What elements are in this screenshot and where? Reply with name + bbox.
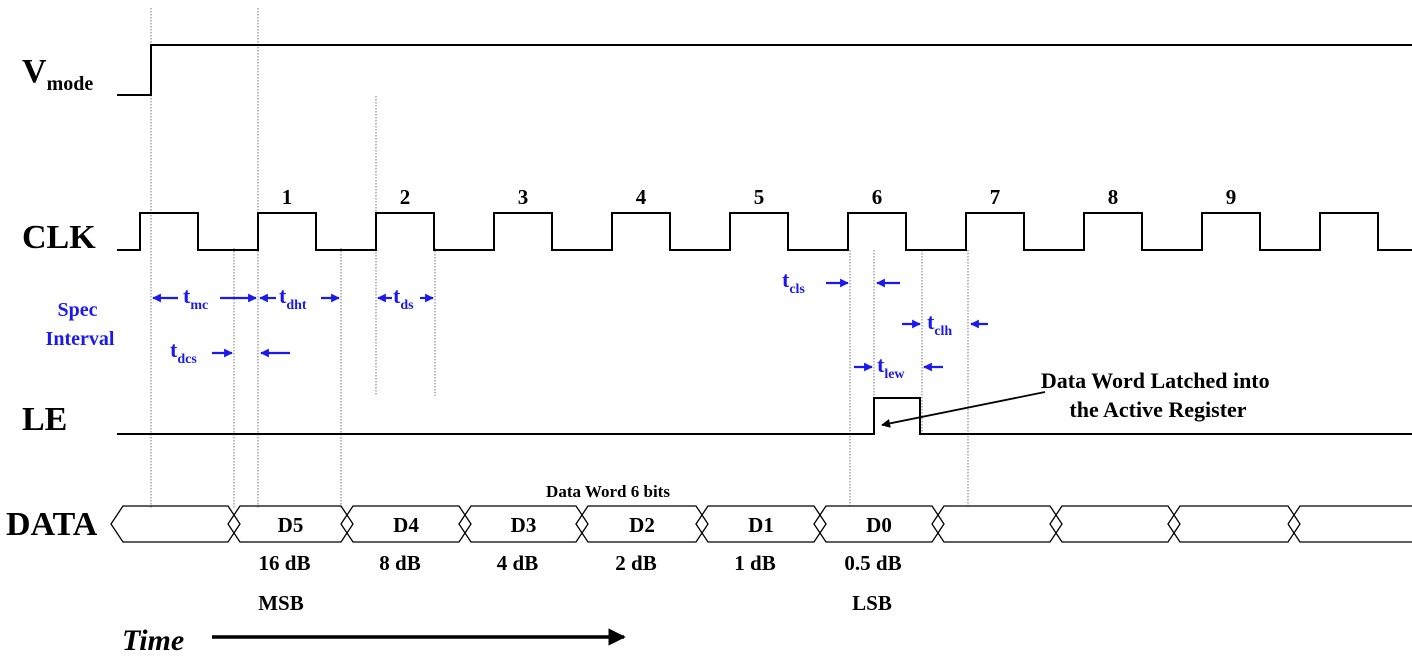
latch-annotation: Data Word Latched into the Active Regist… — [1041, 368, 1275, 422]
data-word-label: Data Word 6 bits — [546, 482, 670, 501]
spec-interval-label: Spec Interval — [46, 299, 115, 350]
data-cell — [227, 505, 354, 543]
clk-waveform — [117, 212, 1412, 251]
clock-number-7: 7 — [990, 185, 1001, 209]
data-bit-d2: D2 — [629, 513, 655, 537]
guide-lines — [150, 8, 969, 508]
clock-number-3: 3 — [518, 185, 529, 209]
tdcs-label: tdcs — [170, 337, 197, 367]
data-cell — [458, 505, 589, 543]
data-bit-weight: 0.5 dB — [844, 551, 901, 575]
tcls-label: tcls — [782, 267, 805, 297]
tds-label: tds — [393, 283, 414, 313]
data-cell — [1049, 505, 1181, 543]
time-label: Time — [122, 624, 184, 657]
data-cell — [575, 505, 709, 543]
data-cell — [1167, 505, 1301, 543]
lsb-label: LSB — [852, 591, 892, 615]
clock-number-9: 9 — [1226, 185, 1237, 209]
le-label: LE — [22, 401, 67, 438]
data-bit-d4: D4 — [393, 513, 419, 537]
vmode-waveform — [117, 44, 1412, 96]
data-bit-weight: 4 dB — [497, 551, 538, 575]
data-cell — [931, 505, 1063, 543]
latch-annotation-line2: the Active Register — [1069, 397, 1246, 422]
data-cell — [695, 505, 827, 543]
clock-number-6: 6 — [872, 185, 883, 209]
spec-label-line2: Interval — [46, 328, 115, 350]
data-bit-weight: 1 dB — [734, 551, 775, 575]
data-cell — [110, 505, 241, 543]
clock-number-2: 2 — [400, 185, 411, 209]
data-bit-weight: 16 dB — [259, 551, 311, 575]
data-bus: D5 16 dB D4 8 dB D3 4 dB D2 2 dB D1 1 dB D0 0.5 dB — [110, 505, 1412, 575]
tdht-label: tdht — [279, 283, 307, 313]
msb-label: MSB — [258, 591, 304, 615]
spec-label-line1: Spec — [58, 299, 98, 321]
data-bit-d3: D3 — [511, 513, 537, 537]
tmc-label: tmc — [183, 283, 208, 313]
tlew-label: tlew — [877, 352, 905, 382]
vmode-label: Vmode — [22, 53, 93, 95]
clock-number-8: 8 — [1108, 185, 1119, 209]
data-bit-d0: D0 — [866, 513, 892, 537]
clock-numbers: 1 2 3 4 5 6 7 8 9 — [282, 185, 1237, 209]
data-cell — [1287, 505, 1412, 543]
data-bit-weight: 8 dB — [379, 551, 420, 575]
data-label: DATA — [6, 506, 98, 543]
data-bit-weight: 2 dB — [615, 551, 656, 575]
data-cell — [340, 505, 472, 543]
data-bit-d5: D5 — [278, 513, 304, 537]
clock-number-5: 5 — [754, 185, 765, 209]
clock-number-1: 1 — [282, 185, 293, 209]
data-bit-d1: D1 — [748, 513, 774, 537]
latch-annotation-line1: Data Word Latched into — [1041, 368, 1270, 393]
clk-label: CLK — [22, 219, 96, 256]
clock-number-4: 4 — [636, 185, 647, 209]
latch-pointer-arrow — [881, 391, 1046, 428]
data-cell — [813, 505, 945, 543]
le-waveform — [117, 397, 1412, 435]
tclh-label: tclh — [927, 309, 952, 339]
